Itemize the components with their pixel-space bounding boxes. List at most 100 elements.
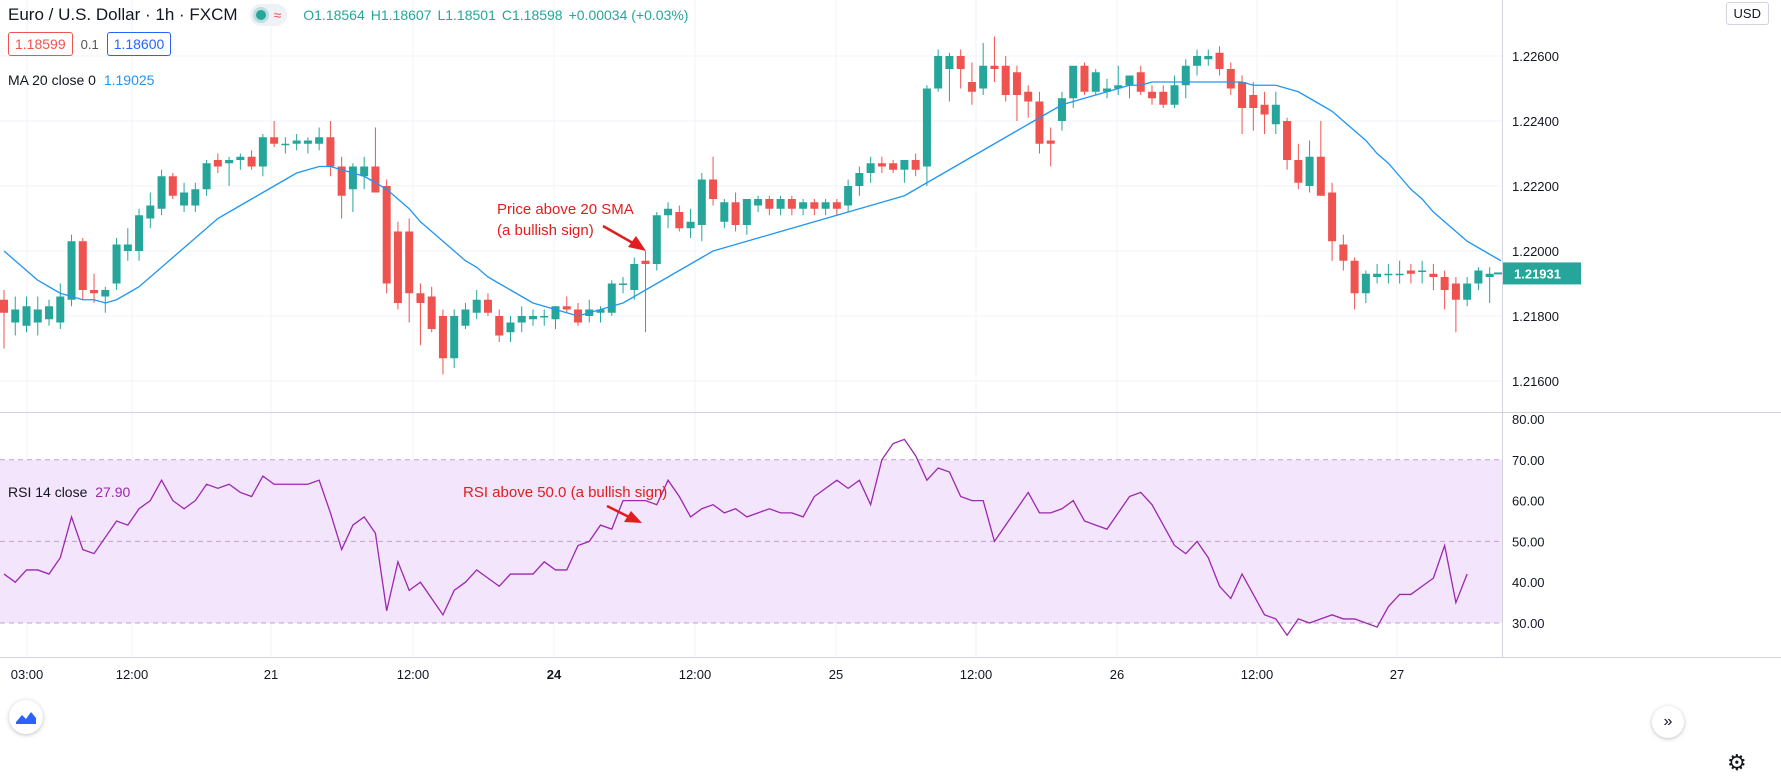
candle-body bbox=[180, 192, 189, 206]
candle-body bbox=[168, 176, 177, 196]
ohlc-high: H1.18607 bbox=[370, 7, 432, 23]
candle-body bbox=[1485, 273, 1494, 277]
rsi-tick-label: 50.00 bbox=[1512, 534, 1545, 549]
candle-body bbox=[225, 160, 234, 164]
candle-body bbox=[405, 231, 414, 294]
candle-body bbox=[326, 137, 335, 167]
candle-body bbox=[1204, 56, 1213, 60]
annotation-arrow-head bbox=[628, 236, 646, 251]
candle-body bbox=[956, 56, 965, 69]
time-tick-label: 12:00 bbox=[960, 667, 993, 682]
ma-legend[interactable]: MA 20 close 0 1.19025 bbox=[8, 72, 154, 88]
candle-body bbox=[1238, 82, 1247, 108]
candle-body bbox=[382, 186, 391, 284]
candlestick-series bbox=[0, 36, 1494, 375]
candle-body bbox=[483, 299, 492, 313]
market-open-icon bbox=[255, 10, 266, 20]
candle-body bbox=[1440, 277, 1449, 290]
price-tick-label: 1.22200 bbox=[1512, 179, 1559, 194]
candle-body bbox=[1418, 270, 1427, 272]
tradingview-logo-icon[interactable] bbox=[9, 700, 43, 734]
ohlc-open: O1.18564 bbox=[303, 7, 365, 23]
candle-body bbox=[90, 290, 99, 294]
candle-body bbox=[832, 202, 841, 209]
candle-body bbox=[472, 299, 481, 313]
buy-price-button[interactable]: 1.18600 bbox=[106, 32, 172, 56]
time-tick-label: 27 bbox=[1390, 667, 1404, 682]
ohlc-low: L1.18501 bbox=[437, 7, 496, 23]
currency-button[interactable]: USD bbox=[1725, 2, 1769, 25]
candle-body bbox=[1148, 91, 1157, 99]
candle-body bbox=[1283, 121, 1292, 160]
rsi-legend[interactable]: RSI 14 close 27.90 bbox=[8, 484, 130, 500]
candle-body bbox=[1012, 72, 1021, 95]
candle-body bbox=[45, 306, 54, 320]
scroll-to-realtime-icon[interactable]: » bbox=[1652, 706, 1684, 738]
candle-body bbox=[641, 260, 650, 264]
candle-body bbox=[202, 163, 211, 190]
candle-body bbox=[945, 56, 954, 69]
rsi-tick-label: 80.00 bbox=[1512, 412, 1545, 427]
candle-body bbox=[213, 160, 222, 167]
candle-body bbox=[855, 173, 864, 186]
candle-body bbox=[1102, 88, 1111, 92]
candle-body bbox=[135, 215, 144, 251]
candle-body bbox=[1474, 270, 1483, 284]
time-tick-label: 24 bbox=[547, 667, 562, 682]
candle-body bbox=[799, 202, 808, 209]
time-tick-label: 12:00 bbox=[679, 667, 712, 682]
candle-body bbox=[247, 156, 256, 167]
gear-icon[interactable]: ⚙ bbox=[1727, 750, 1747, 775]
candle-body bbox=[461, 309, 470, 326]
candle-body bbox=[0, 299, 8, 313]
candle-body bbox=[720, 202, 729, 222]
candle-body bbox=[1339, 244, 1348, 261]
symbol-header: Euro / U.S. Dollar · 1h · FXCM ≈ O1.1856… bbox=[8, 3, 688, 27]
candle-body bbox=[258, 137, 267, 167]
candle-body bbox=[922, 88, 931, 167]
candle-body bbox=[1361, 273, 1370, 294]
time-tick-label: 12:00 bbox=[397, 667, 430, 682]
candle-body bbox=[821, 202, 830, 209]
candle-body bbox=[236, 156, 245, 160]
candle-body bbox=[776, 199, 785, 209]
candle-body bbox=[101, 290, 110, 297]
rsi-line bbox=[3, 438, 1468, 637]
wave-icon: ≈ bbox=[273, 7, 282, 23]
candle-body bbox=[371, 166, 380, 193]
candle-body bbox=[56, 296, 65, 323]
candle-body bbox=[1114, 85, 1123, 89]
candle-body bbox=[979, 65, 988, 89]
candle-body bbox=[1305, 156, 1314, 186]
candle-body bbox=[697, 179, 706, 225]
candle-body bbox=[967, 82, 976, 92]
candle-body bbox=[1226, 69, 1235, 89]
annotation-price-line2: (a bullish sign) bbox=[497, 222, 594, 239]
symbol-title[interactable]: Euro / U.S. Dollar · 1h · FXCM bbox=[8, 5, 238, 24]
sell-price-button[interactable]: 1.18599 bbox=[8, 32, 73, 56]
candle-body bbox=[146, 205, 155, 219]
candle-body bbox=[844, 186, 853, 206]
candle-body bbox=[191, 189, 200, 206]
candle-body bbox=[1249, 95, 1258, 108]
candle-body bbox=[303, 140, 312, 144]
rsi-tick-label: 30.00 bbox=[1512, 616, 1545, 631]
rsi-tick-label: 40.00 bbox=[1512, 575, 1545, 590]
candle-body bbox=[1395, 273, 1404, 276]
candle-body bbox=[1384, 273, 1393, 276]
candle-body bbox=[675, 212, 684, 229]
candle-body bbox=[1328, 192, 1337, 242]
candle-body bbox=[438, 316, 447, 359]
time-tick-label: 26 bbox=[1110, 667, 1124, 682]
candle-body bbox=[540, 316, 549, 318]
candle-body bbox=[877, 163, 886, 167]
candle-body bbox=[270, 137, 279, 144]
candle-body bbox=[495, 316, 504, 336]
market-status[interactable]: ≈ bbox=[249, 4, 288, 26]
ma-legend-value: 1.19025 bbox=[103, 72, 155, 88]
candle-body bbox=[1170, 85, 1179, 105]
candle-body bbox=[1193, 56, 1202, 66]
candle-body bbox=[1069, 65, 1078, 99]
ohlc-values: O1.18564 H1.18607 L1.18501 C1.18598 +0.0… bbox=[303, 7, 688, 23]
